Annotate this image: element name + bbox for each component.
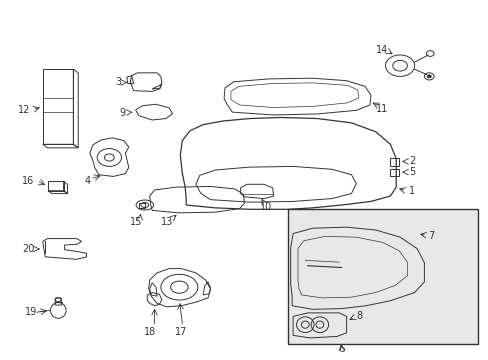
Text: 14: 14 (375, 45, 387, 55)
Text: 2: 2 (408, 157, 414, 166)
Text: 4: 4 (85, 176, 91, 186)
Text: 9: 9 (119, 108, 125, 118)
Text: 16: 16 (22, 176, 34, 186)
Text: 1: 1 (408, 186, 414, 197)
Text: 19: 19 (25, 307, 37, 317)
Text: 17: 17 (175, 327, 187, 337)
Text: 5: 5 (408, 167, 414, 177)
Bar (138, 203, 145, 207)
Text: 6: 6 (338, 344, 345, 354)
Text: 20: 20 (22, 244, 34, 254)
Text: 3: 3 (115, 77, 121, 87)
Text: 7: 7 (427, 231, 434, 242)
Bar (389, 168, 398, 176)
Text: 11: 11 (375, 104, 387, 113)
Text: 18: 18 (143, 327, 156, 337)
Bar (389, 158, 398, 166)
Text: 10: 10 (260, 202, 272, 212)
Text: 13: 13 (160, 217, 172, 227)
Ellipse shape (427, 75, 430, 78)
Text: 15: 15 (130, 217, 142, 227)
FancyBboxPatch shape (287, 208, 477, 344)
Text: 8: 8 (356, 311, 362, 321)
Text: 12: 12 (19, 105, 31, 115)
